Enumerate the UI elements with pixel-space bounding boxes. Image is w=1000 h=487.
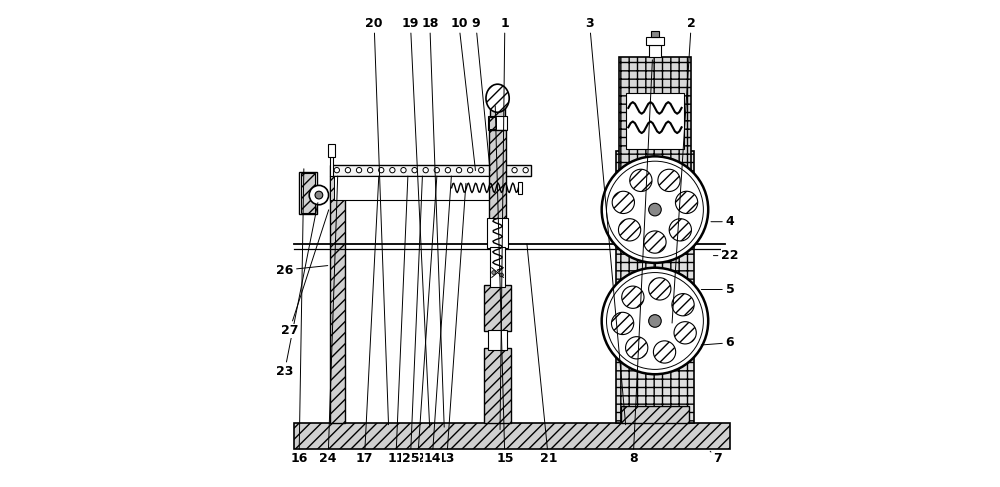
Bar bbox=[299, 172, 317, 214]
Text: 7: 7 bbox=[710, 451, 722, 466]
Circle shape bbox=[607, 161, 703, 258]
Bar bbox=[619, 57, 691, 178]
Circle shape bbox=[672, 294, 694, 316]
Circle shape bbox=[649, 203, 661, 216]
Circle shape bbox=[390, 168, 395, 173]
Text: 23: 23 bbox=[276, 203, 318, 378]
Circle shape bbox=[467, 168, 473, 173]
Bar bbox=[328, 144, 335, 157]
Text: 3: 3 bbox=[585, 17, 626, 425]
Circle shape bbox=[649, 315, 661, 327]
Circle shape bbox=[479, 168, 484, 173]
Circle shape bbox=[626, 337, 648, 359]
Circle shape bbox=[309, 186, 329, 205]
Text: 16: 16 bbox=[290, 169, 308, 466]
Bar bbox=[649, 45, 661, 57]
Text: 12: 12 bbox=[409, 176, 437, 466]
Bar bbox=[616, 151, 694, 423]
Circle shape bbox=[315, 191, 323, 199]
Bar bbox=[626, 94, 684, 149]
Bar bbox=[651, 31, 659, 37]
Circle shape bbox=[456, 168, 462, 173]
Bar bbox=[330, 156, 333, 176]
Bar bbox=[301, 173, 315, 213]
Text: 4: 4 bbox=[711, 215, 734, 228]
Bar bbox=[330, 165, 531, 176]
Circle shape bbox=[612, 191, 634, 213]
Circle shape bbox=[658, 169, 680, 191]
Bar bbox=[330, 176, 345, 423]
Circle shape bbox=[653, 341, 676, 363]
Bar bbox=[621, 406, 689, 423]
Circle shape bbox=[345, 168, 351, 173]
Text: 26: 26 bbox=[276, 263, 328, 277]
Bar bbox=[484, 348, 511, 423]
Bar bbox=[518, 182, 522, 194]
Text: 11: 11 bbox=[387, 176, 408, 466]
Circle shape bbox=[644, 231, 666, 253]
Circle shape bbox=[602, 156, 708, 263]
Text: 5: 5 bbox=[701, 283, 734, 296]
Text: 24: 24 bbox=[319, 176, 338, 466]
Circle shape bbox=[523, 168, 528, 173]
Bar bbox=[488, 330, 507, 350]
Circle shape bbox=[669, 219, 691, 241]
Bar bbox=[487, 218, 508, 248]
Circle shape bbox=[602, 268, 708, 374]
Text: 18: 18 bbox=[421, 17, 444, 427]
Text: 20: 20 bbox=[365, 17, 389, 425]
Text: 19: 19 bbox=[402, 17, 430, 427]
Bar bbox=[330, 176, 334, 200]
Text: 1: 1 bbox=[500, 17, 509, 430]
Bar bbox=[646, 37, 664, 45]
Text: 13: 13 bbox=[438, 183, 466, 466]
Circle shape bbox=[401, 168, 406, 173]
Circle shape bbox=[649, 278, 671, 300]
Circle shape bbox=[500, 273, 503, 277]
Circle shape bbox=[501, 168, 506, 173]
Circle shape bbox=[367, 168, 373, 173]
Bar bbox=[490, 93, 505, 117]
Bar bbox=[330, 176, 494, 200]
Bar bbox=[489, 130, 506, 219]
Text: 8: 8 bbox=[629, 60, 652, 466]
Circle shape bbox=[379, 168, 384, 173]
Circle shape bbox=[434, 168, 439, 173]
Text: 17: 17 bbox=[356, 176, 379, 466]
Text: 14: 14 bbox=[423, 176, 451, 466]
Circle shape bbox=[492, 271, 496, 275]
Bar bbox=[294, 423, 730, 450]
Circle shape bbox=[423, 168, 428, 173]
Text: 22: 22 bbox=[713, 249, 739, 262]
Circle shape bbox=[512, 168, 517, 173]
Text: 15: 15 bbox=[495, 106, 514, 466]
Text: 9: 9 bbox=[471, 17, 490, 170]
Circle shape bbox=[445, 168, 451, 173]
Circle shape bbox=[334, 168, 339, 173]
Ellipse shape bbox=[486, 84, 509, 112]
Text: 10: 10 bbox=[450, 17, 475, 170]
Circle shape bbox=[490, 168, 495, 173]
Text: 2: 2 bbox=[672, 17, 696, 323]
Circle shape bbox=[356, 168, 362, 173]
Circle shape bbox=[630, 169, 652, 191]
Text: 25: 25 bbox=[402, 176, 422, 466]
Text: 6: 6 bbox=[701, 336, 734, 349]
Circle shape bbox=[607, 273, 703, 370]
Bar bbox=[489, 117, 496, 129]
Circle shape bbox=[618, 219, 641, 241]
Circle shape bbox=[412, 168, 417, 173]
Bar bbox=[490, 247, 505, 287]
Circle shape bbox=[622, 286, 644, 308]
Circle shape bbox=[674, 322, 696, 344]
Bar bbox=[488, 116, 507, 130]
Bar bbox=[484, 285, 511, 331]
Text: 27: 27 bbox=[281, 210, 329, 337]
Circle shape bbox=[675, 191, 698, 213]
Text: 21: 21 bbox=[527, 244, 557, 466]
Circle shape bbox=[611, 312, 634, 335]
